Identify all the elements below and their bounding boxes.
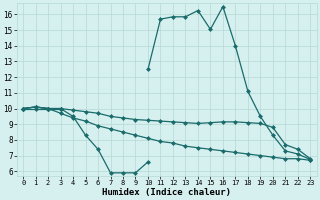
X-axis label: Humidex (Indice chaleur): Humidex (Indice chaleur): [102, 188, 231, 197]
